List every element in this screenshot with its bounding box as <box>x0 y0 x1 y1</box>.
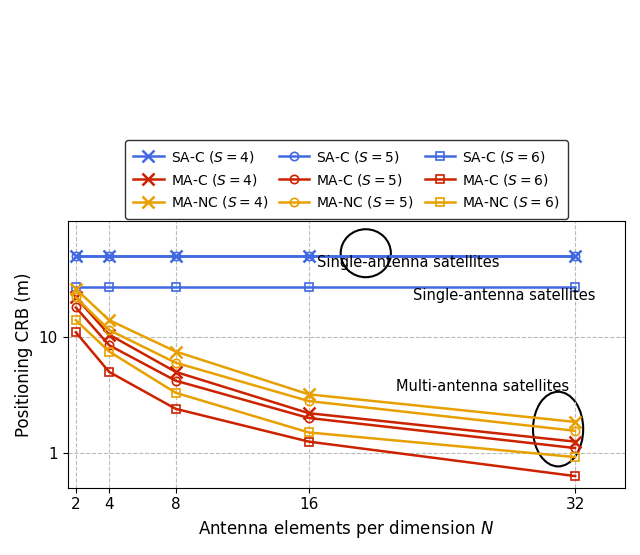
Text: Single-antenna satellites: Single-antenna satellites <box>413 289 596 304</box>
Y-axis label: Positioning CRB (m): Positioning CRB (m) <box>15 272 33 437</box>
Text: Single-antenna satellites: Single-antenna satellites <box>317 255 500 270</box>
Text: Multi-antenna satellites: Multi-antenna satellites <box>396 379 570 394</box>
X-axis label: Antenna elements per dimension $N$: Antenna elements per dimension $N$ <box>198 518 494 540</box>
Legend: SA-C ($S=4$), MA-C ($S=4$), MA-NC ($S=4$), SA-C ($S=5$), MA-C ($S=5$), MA-NC ($S: SA-C ($S=4$), MA-C ($S=4$), MA-NC ($S=4$… <box>125 140 568 219</box>
